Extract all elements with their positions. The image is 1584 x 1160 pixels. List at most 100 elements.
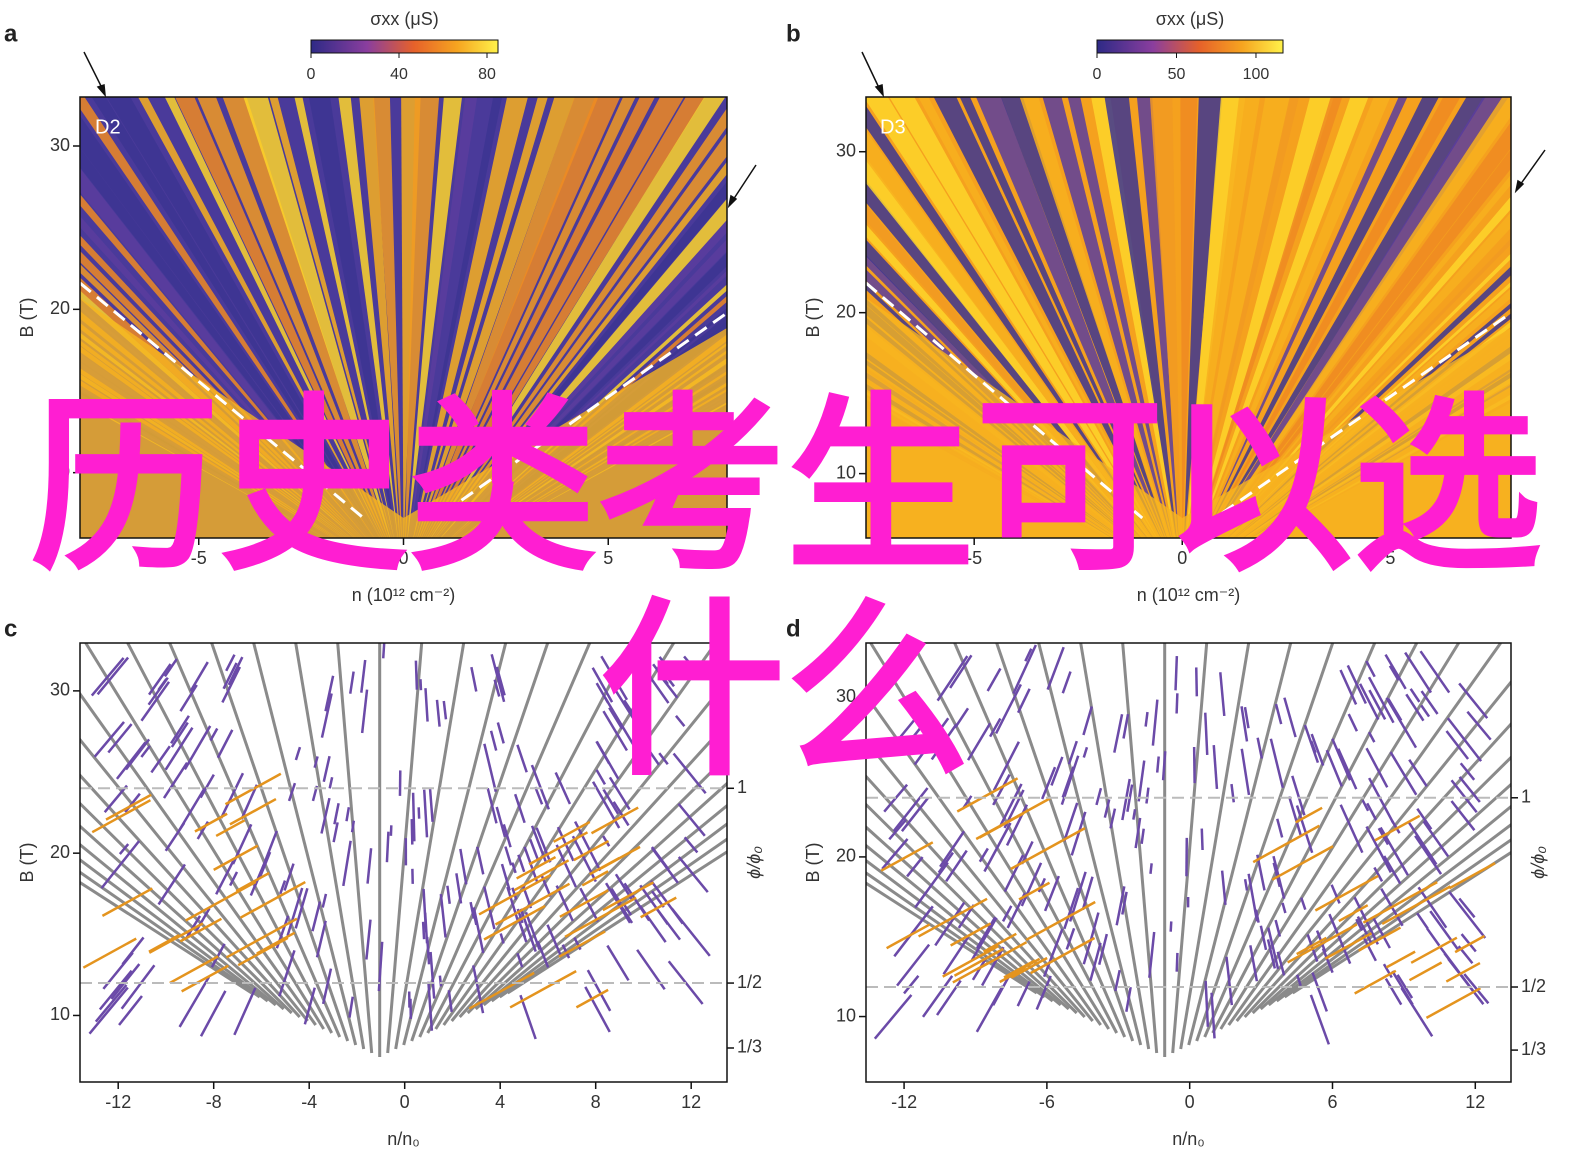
heatmap-stripe bbox=[1136, 97, 1179, 538]
fan-segment bbox=[1347, 713, 1359, 732]
fan-segment bbox=[1001, 905, 1013, 922]
fan-segment bbox=[183, 725, 212, 771]
fan-line bbox=[866, 858, 1054, 1003]
fan-segment-orange bbox=[975, 797, 1051, 841]
fan-segment bbox=[425, 936, 431, 965]
fan-segment bbox=[873, 994, 913, 1040]
heatmap-stripe bbox=[452, 295, 727, 538]
y-tick-label: 10 bbox=[50, 461, 70, 481]
fan-line bbox=[168, 643, 342, 1038]
fan-segment bbox=[1460, 933, 1477, 953]
fan-segment bbox=[324, 675, 335, 712]
fan-segment bbox=[1414, 835, 1443, 875]
fan-segment-orange bbox=[950, 922, 992, 947]
fan-segment bbox=[1174, 655, 1179, 691]
fan-segment bbox=[998, 783, 1023, 828]
fan-segment bbox=[1115, 886, 1126, 926]
fan-segment bbox=[442, 700, 448, 720]
colorbar-tick-label: 0 bbox=[1093, 66, 1102, 83]
colorbar bbox=[1096, 39, 1284, 54]
fan-segment-orange bbox=[581, 870, 609, 887]
y-tick-label: 10 bbox=[836, 1005, 856, 1025]
fan-segment bbox=[612, 801, 630, 827]
heatmap-stripe bbox=[1180, 97, 1198, 538]
heatmap-stripe bbox=[423, 97, 636, 538]
fan-segment bbox=[110, 963, 141, 1000]
fan-segment bbox=[90, 657, 125, 697]
fan-segment-orange bbox=[105, 793, 152, 821]
heatmap-stripe bbox=[1211, 97, 1511, 538]
fan-segment-orange bbox=[983, 932, 1017, 953]
fan-segment bbox=[658, 656, 673, 673]
fan-segment bbox=[421, 921, 426, 940]
x-tick-label: -5 bbox=[966, 548, 982, 568]
fan-line bbox=[410, 643, 550, 1042]
fan-segment-orange bbox=[91, 799, 152, 834]
x-tick-label: -6 bbox=[1039, 1092, 1055, 1112]
fan-segment bbox=[529, 838, 539, 860]
fan-segment bbox=[322, 755, 331, 783]
x-tick-label: 12 bbox=[1465, 1092, 1485, 1112]
plot-area bbox=[866, 97, 1511, 538]
fan-segment bbox=[992, 741, 1020, 791]
fan-segment bbox=[1373, 866, 1384, 882]
fan-segment bbox=[1328, 913, 1352, 965]
fan-segment bbox=[677, 802, 706, 837]
heatmap-stripe bbox=[373, 97, 402, 538]
heatmap-stripe bbox=[407, 97, 463, 538]
panel-letter: a bbox=[4, 20, 18, 47]
fan-segment-orange bbox=[213, 844, 259, 871]
arrows bbox=[83, 51, 1546, 209]
fan-segment bbox=[1417, 886, 1448, 929]
fan-segment bbox=[1384, 977, 1403, 1006]
fan-segment bbox=[1368, 689, 1387, 720]
heatmap-stripe bbox=[866, 224, 1144, 538]
fan-segment-orange bbox=[573, 839, 610, 862]
fan-segment bbox=[1035, 975, 1052, 1011]
fan-segment bbox=[1367, 731, 1376, 743]
heatmap-stripe bbox=[80, 97, 375, 538]
fan-segment bbox=[513, 793, 526, 824]
plot-area bbox=[866, 643, 1511, 1082]
fan-segment bbox=[1422, 820, 1450, 858]
heatmap-stripe bbox=[1199, 97, 1391, 538]
fan-segment bbox=[906, 856, 924, 878]
fan-segment bbox=[1274, 703, 1283, 725]
heatmap-stripe bbox=[1042, 97, 1171, 538]
fan-segment bbox=[258, 851, 272, 880]
fan-segment bbox=[439, 893, 447, 938]
heatmap-stripe bbox=[1191, 97, 1300, 538]
fan-segment bbox=[148, 663, 172, 696]
fan-segment bbox=[661, 677, 679, 699]
fan-segment bbox=[1339, 804, 1364, 854]
fan-segment bbox=[1161, 751, 1167, 781]
fan-segment-orange bbox=[1385, 950, 1416, 969]
fan-segment bbox=[936, 655, 969, 702]
fan-line bbox=[80, 773, 301, 1019]
heatmap-stripe bbox=[959, 97, 1163, 538]
plot-frame bbox=[79, 642, 728, 1083]
fan-segment bbox=[1200, 828, 1204, 851]
heatmap-stripe bbox=[269, 97, 392, 538]
fan-segment bbox=[1466, 710, 1492, 741]
fan-segment bbox=[321, 968, 333, 1005]
fan-segment bbox=[1067, 740, 1078, 765]
fan-segment bbox=[140, 745, 151, 758]
fan-segment bbox=[1042, 928, 1064, 978]
fan-segment bbox=[283, 863, 295, 891]
x-tick-label: 0 bbox=[1185, 1092, 1195, 1112]
x-tick-label: 4 bbox=[495, 1092, 505, 1112]
fan-segment bbox=[179, 684, 198, 712]
fan-segment bbox=[1365, 660, 1376, 678]
fan-segment bbox=[1016, 688, 1031, 714]
heatmap-stripe bbox=[138, 97, 381, 538]
fan-segment bbox=[1420, 704, 1431, 718]
fan-segment bbox=[520, 926, 527, 938]
fan-segment bbox=[333, 803, 340, 825]
fan-segment-orange bbox=[239, 880, 306, 919]
fan-segment-orange bbox=[1362, 880, 1438, 924]
fan-segment-orange bbox=[215, 819, 246, 838]
fan-segment bbox=[1407, 821, 1438, 866]
fan-segment bbox=[900, 796, 930, 832]
